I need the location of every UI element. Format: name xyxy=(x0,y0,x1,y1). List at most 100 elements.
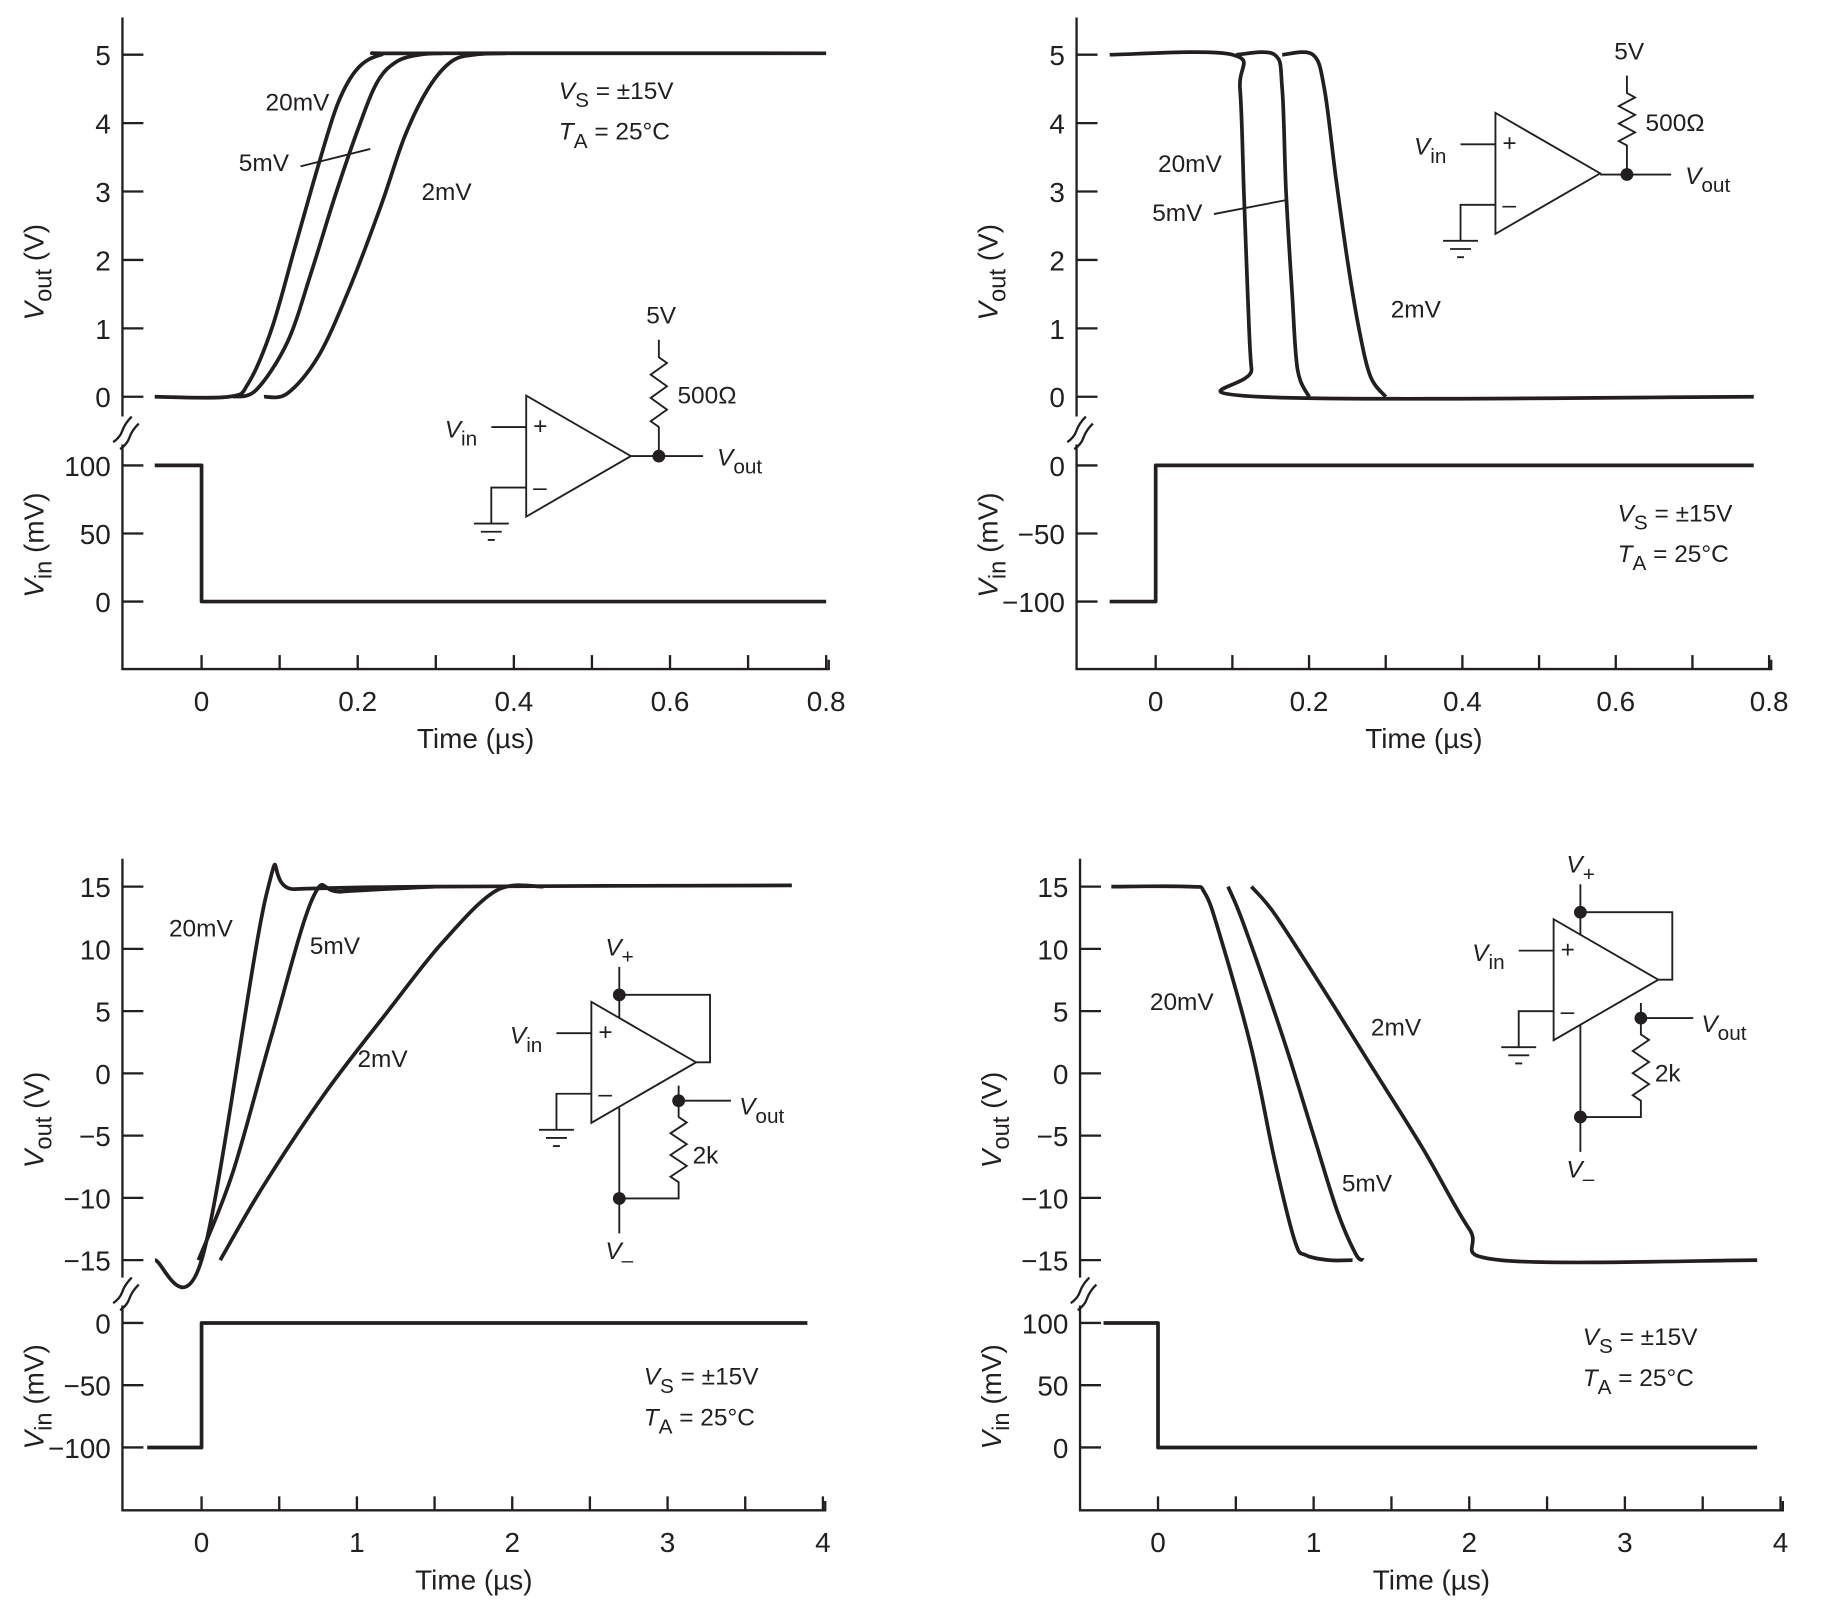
vout-node-dot xyxy=(1634,1011,1648,1025)
var: V xyxy=(18,300,49,321)
rest: = ±15V xyxy=(674,1364,759,1391)
minus-sign: – xyxy=(598,1081,612,1108)
series-line-5mV xyxy=(232,51,444,399)
y-tick-label: 50 xyxy=(80,519,111,550)
curve-label-2mV: 2mV xyxy=(1391,297,1442,324)
x-tick-label: 0.2 xyxy=(1290,686,1329,717)
resistor-label: 500Ω xyxy=(677,383,736,410)
ground-icon xyxy=(1501,1010,1554,1065)
y-tick-label: −10 xyxy=(63,1183,110,1214)
rest: = 25°C xyxy=(672,1404,754,1431)
subscript: S xyxy=(1634,511,1648,534)
y-tick-label: −5 xyxy=(1037,1121,1069,1152)
x-tick-label: 0 xyxy=(194,686,210,717)
rest: = ±15V xyxy=(1613,1324,1698,1351)
x-tick-label: 3 xyxy=(660,1527,676,1558)
subscript: out xyxy=(755,1105,784,1128)
rest: = 25°C xyxy=(1611,1365,1693,1392)
subscript: S xyxy=(575,89,589,112)
var: V xyxy=(605,1238,624,1265)
vin-label: Vin xyxy=(510,1023,542,1057)
subscript: A xyxy=(659,1416,673,1439)
series-line-2mV xyxy=(218,883,544,1262)
subscript: – xyxy=(622,1249,634,1272)
rest: (mV) xyxy=(18,492,49,560)
temperature-condition: TA = 25°C xyxy=(1583,1365,1694,1399)
series-line-20mV xyxy=(154,862,792,1290)
temperature-condition: TA = 25°C xyxy=(644,1404,755,1438)
y-tick-label: 0 xyxy=(1049,451,1065,482)
var: V xyxy=(717,444,736,471)
y-tick-label: −5 xyxy=(79,1121,111,1152)
y-tick-label: 15 xyxy=(80,872,111,903)
var: V xyxy=(1472,940,1491,967)
subscript: in xyxy=(989,1412,1015,1430)
subscript: in xyxy=(1430,145,1446,168)
ground-icon xyxy=(1443,203,1496,259)
vplus-label: V+ xyxy=(605,934,633,968)
rest: (V) xyxy=(18,224,49,269)
y-tick-label: 100 xyxy=(64,451,111,482)
x-axis-label: Time (µs) xyxy=(1373,1564,1490,1595)
supply-condition: VS = ±15V xyxy=(1583,1324,1699,1358)
opamp-triangle-icon xyxy=(590,1000,698,1125)
y-tick-label: 0 xyxy=(1053,1433,1069,1464)
subscript: + xyxy=(1583,863,1595,886)
subscript: – xyxy=(1583,1168,1595,1191)
supply-condition: VS = ±15V xyxy=(559,78,675,112)
circuit-schematic-1: + – Vin 5V 500Ω Vout xyxy=(445,302,762,541)
subscript: out xyxy=(1701,174,1730,197)
var: V xyxy=(972,577,1003,598)
minus-sign: – xyxy=(533,475,547,502)
y-axis-label-vout: Vout (V) xyxy=(18,224,57,321)
var: V xyxy=(972,300,1003,321)
var: V xyxy=(1566,1157,1585,1184)
vplus-label: V+ xyxy=(1566,852,1594,886)
opamp-triangle-icon xyxy=(1552,917,1661,1042)
var: V xyxy=(976,1147,1007,1168)
ground-icon xyxy=(473,486,527,541)
circuit-schematic-2: + – Vin 5V 500Ω Vout xyxy=(1414,38,1730,259)
y-tick-label: −100 xyxy=(1002,587,1065,618)
y-tick-label: 5 xyxy=(1053,997,1069,1028)
opamp-triangle-icon xyxy=(1494,111,1603,236)
var: V xyxy=(18,577,49,598)
vplus-feedback-wire xyxy=(618,966,711,1064)
subscript: out xyxy=(31,1116,57,1149)
rest: = 25°C xyxy=(588,119,670,146)
x-tick-label: 0.4 xyxy=(1443,686,1482,717)
curve-label-20mV: 20mV xyxy=(1150,989,1215,1016)
subscript: in xyxy=(461,428,477,451)
vout-node-dot xyxy=(672,1094,686,1108)
subscript: in xyxy=(526,1034,542,1057)
temperature-condition: TA = 25°C xyxy=(559,119,670,153)
label-leader-line xyxy=(300,148,371,168)
x-tick-label: 4 xyxy=(1773,1527,1789,1558)
series-line-5mV xyxy=(1236,50,1311,398)
y-tick-label: 5 xyxy=(1049,40,1065,71)
curve-label-20mV: 20mV xyxy=(266,90,331,117)
subscript: A xyxy=(1633,552,1647,575)
curve-label-20mV: 20mV xyxy=(169,916,234,943)
x-tick-label: 0 xyxy=(1150,1527,1166,1558)
curve-label-5mV: 5mV xyxy=(1152,200,1203,227)
rest: = 25°C xyxy=(1646,541,1728,568)
y-axis-label-vin: Vin (mV) xyxy=(976,1344,1015,1449)
y-tick-label: 0 xyxy=(1049,382,1065,413)
resistor-icon xyxy=(1616,75,1638,175)
vplus-node-dot xyxy=(612,988,626,1002)
y-axis-label-vin: Vin (mV) xyxy=(18,492,57,597)
vminus-label: V– xyxy=(1566,1157,1594,1191)
var: T xyxy=(559,119,576,146)
x-axis-label: Time (µs) xyxy=(1365,723,1482,754)
vout-label: Vout xyxy=(1685,163,1730,197)
var: V xyxy=(1566,852,1585,879)
axis-lines xyxy=(1078,858,1785,1512)
var: V xyxy=(510,1023,529,1050)
var: V xyxy=(1701,1011,1720,1038)
y-tick-label: 0 xyxy=(1053,1059,1069,1090)
ground-icon xyxy=(538,1092,592,1148)
y-tick-label: −10 xyxy=(1021,1183,1068,1214)
